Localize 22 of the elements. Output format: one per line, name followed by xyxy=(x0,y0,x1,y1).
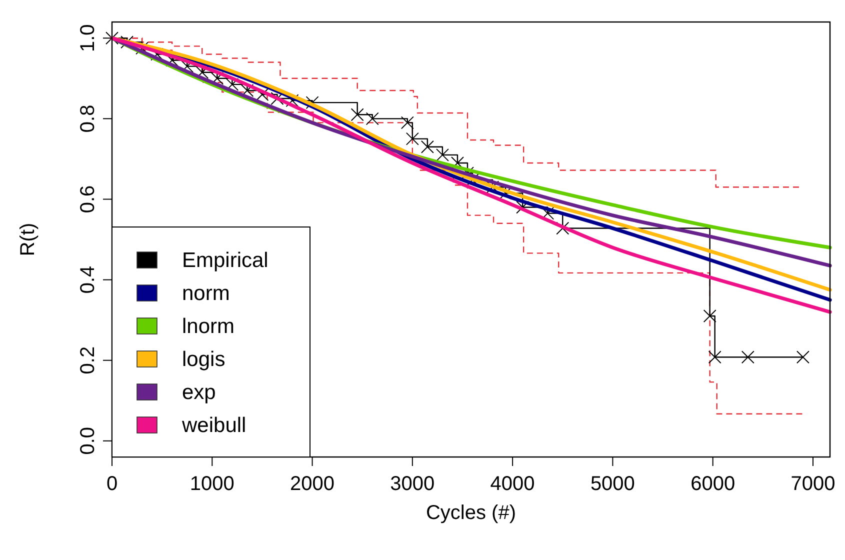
legend-label: exp xyxy=(182,381,216,404)
x-tick-label: 2000 xyxy=(290,473,335,495)
y-tick-label: 0.0 xyxy=(77,426,99,455)
x-axis-title: Cycles (#) xyxy=(426,502,516,524)
legend-label: Empirical xyxy=(182,249,268,272)
x-tick-label: 7000 xyxy=(790,473,836,495)
legend-label: weibull xyxy=(181,414,246,437)
x-tick-label: 4000 xyxy=(490,473,535,495)
y-tick-label: 0.4 xyxy=(77,266,99,294)
legend-label: lnorm xyxy=(182,315,235,338)
y-tick-label: 0.2 xyxy=(77,346,99,374)
x-tick-label: 1000 xyxy=(190,473,234,495)
x-tick-label: 5000 xyxy=(590,473,635,495)
legend-label: norm xyxy=(182,282,230,305)
y-tick-label: 1.0 xyxy=(77,24,99,52)
y-axis-title: R(t) xyxy=(17,222,39,256)
y-tick-label: 0.8 xyxy=(77,104,99,133)
x-tick-label: 6000 xyxy=(690,473,736,495)
x-tick-label: 0 xyxy=(106,473,118,495)
x-tick-label: 3000 xyxy=(390,473,435,495)
y-tick-label: 0.6 xyxy=(77,185,99,214)
legend-label: logis xyxy=(182,348,226,371)
